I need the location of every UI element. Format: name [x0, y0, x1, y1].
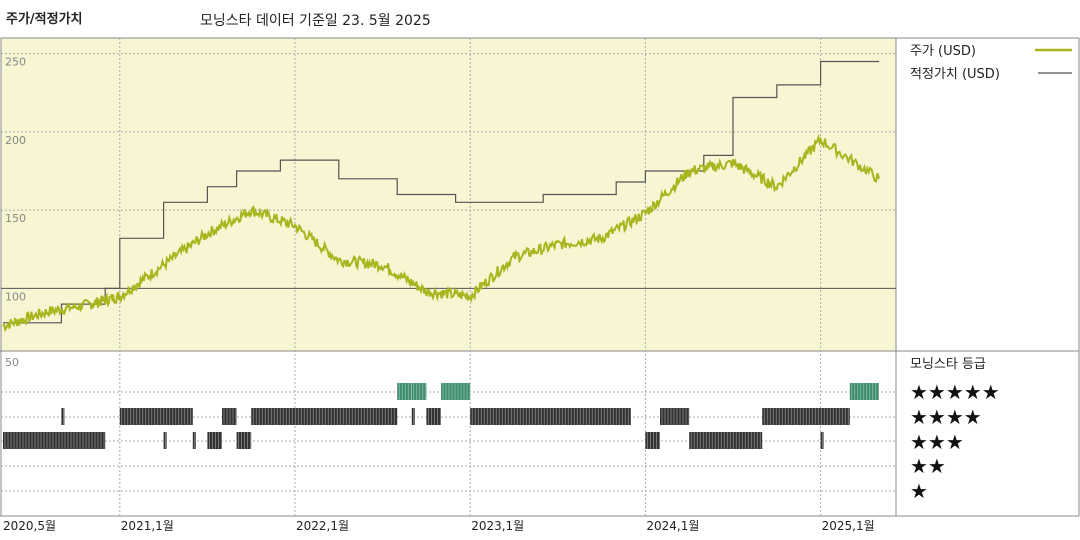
x-tick-label: 2024,1월 — [646, 519, 699, 533]
rating-bar — [251, 408, 398, 425]
rating-segment — [441, 383, 471, 400]
rating-segment — [426, 408, 441, 425]
rating-segment — [207, 432, 222, 449]
y-tick-label: 200 — [5, 134, 26, 147]
chart-title: 주가/적정가치 — [6, 12, 83, 27]
rating-star-label: ★★ — [910, 454, 946, 478]
rating-segment — [61, 408, 65, 425]
y-tick-label: 250 — [5, 56, 26, 69]
rating-segment — [689, 432, 763, 449]
rating-segment — [820, 432, 824, 449]
price-line — [2, 133, 880, 333]
rating-segment — [163, 432, 167, 449]
data-date-subtitle: 모닝스타 데이터 기준일 23. 5월 2025 — [200, 13, 431, 29]
rating-star-label: ★★★★ — [910, 405, 982, 429]
y-tick-label: 100 — [5, 290, 26, 303]
rating-title: 모닝스타 등급 — [910, 357, 986, 372]
x-tick-label: 2023,1월 — [471, 519, 524, 533]
rating-segment — [397, 383, 412, 400]
rating-bar — [163, 432, 167, 449]
rating-segment — [411, 383, 427, 400]
rating-segment — [470, 408, 631, 425]
fair-value-line — [3, 60, 879, 324]
rating-star-label: ★★★ — [910, 430, 964, 454]
rating-segment — [251, 408, 398, 425]
rating-bar — [849, 383, 879, 400]
rating-segment — [849, 383, 880, 400]
rating-bar — [820, 432, 824, 449]
rating-star-label: ★★★★★ — [910, 380, 1000, 404]
y-tick-label: 150 — [5, 212, 26, 225]
rating-bar — [3, 432, 106, 449]
rating-segment — [762, 408, 850, 425]
rating-bar — [119, 408, 193, 425]
rating-segment — [660, 408, 690, 425]
x-tick-label: 2020,5월 — [3, 519, 56, 533]
rating-segment — [645, 432, 660, 449]
rating-bar — [441, 383, 471, 400]
rating-y-tick: 50 — [5, 356, 19, 369]
legend-price-label: 주가 (USD) — [910, 44, 976, 59]
rating-segment — [192, 432, 196, 449]
rating-bar — [61, 408, 65, 425]
x-tick-label: 2021,1월 — [121, 519, 174, 533]
rating-bar — [660, 408, 690, 425]
x-tick-label: 2022,1월 — [296, 519, 349, 533]
rating-segment — [119, 408, 193, 425]
rating-segment — [236, 432, 252, 449]
rating-bar — [689, 432, 763, 449]
rating-segment — [222, 408, 237, 425]
x-tick-label: 2025,1월 — [822, 519, 875, 533]
rating-bar — [411, 408, 415, 425]
rating-bar — [192, 432, 196, 449]
rating-segment — [3, 432, 106, 449]
rating-star-label: ★ — [910, 479, 928, 503]
rating-segment — [411, 408, 415, 425]
legend-fair-value-label: 적정가치 (USD) — [910, 67, 1000, 82]
